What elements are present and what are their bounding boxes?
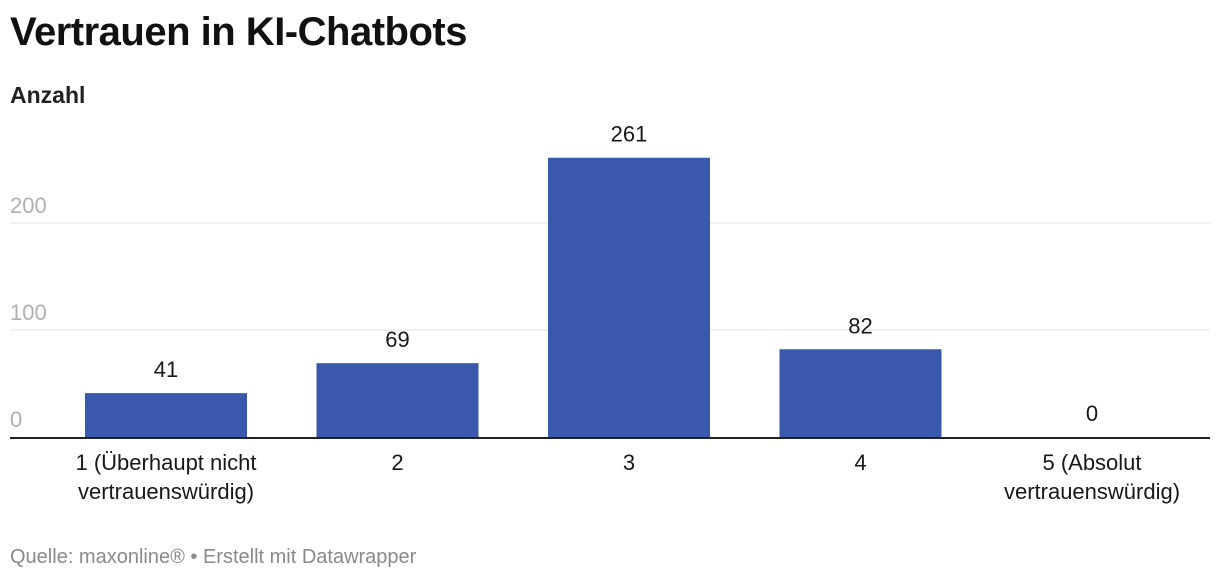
bar xyxy=(548,157,710,438)
bar-value-label: 41 xyxy=(154,357,178,382)
category-label: vertrauenswürdig) xyxy=(78,479,254,504)
bar xyxy=(316,363,479,437)
y-tick-label: 100 xyxy=(10,300,47,325)
category-label: vertrauenswürdig) xyxy=(1004,479,1180,504)
category-label: 3 xyxy=(623,450,635,475)
bar xyxy=(85,393,247,437)
category-label: 2 xyxy=(391,450,403,475)
category-label: 5 (Absolut xyxy=(1042,450,1141,475)
bar-value-label: 0 xyxy=(1086,401,1098,426)
bar-value-label: 261 xyxy=(611,122,648,147)
category-label: 1 (Überhaupt nicht xyxy=(76,450,257,475)
bar xyxy=(779,349,942,437)
y-tick-label: 200 xyxy=(10,193,47,218)
bar-value-label: 69 xyxy=(385,327,409,352)
y-axis-label: Anzahl xyxy=(10,82,86,108)
chart-title: Vertrauen in KI-Chatbots xyxy=(10,10,467,54)
source-footer: Quelle: maxonline® • Erstellt mit Datawr… xyxy=(10,546,417,568)
y-tick-label: 0 xyxy=(10,407,22,432)
category-label: 4 xyxy=(854,450,866,475)
bar-value-label: 82 xyxy=(848,313,872,338)
